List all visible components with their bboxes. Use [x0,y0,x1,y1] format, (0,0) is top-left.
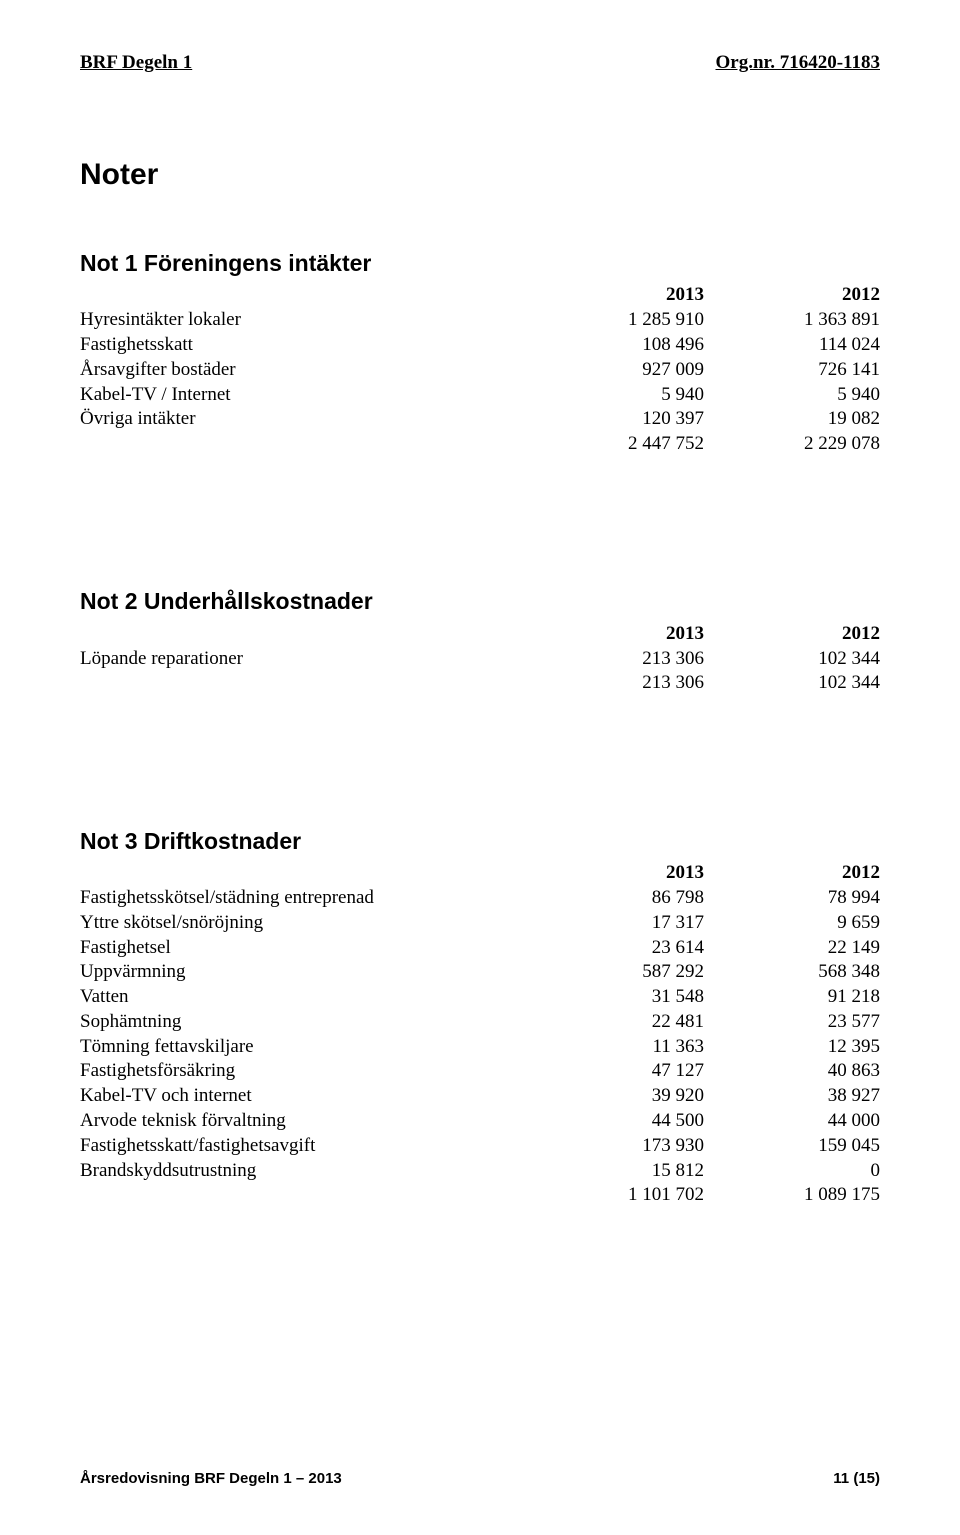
col-header: 2013 [528,861,704,886]
table-header-row: 2013 2012 [80,861,880,886]
table-row: Yttre skötsel/snöröjning17 3179 659 [80,910,880,935]
table-row: Fastighetsförsäkring47 12740 863 [80,1059,880,1084]
table-row: Hyresintäkter lokaler1 285 9101 363 891 [80,308,880,333]
header-right: Org.nr. 716420-1183 [716,52,881,74]
table-row: Vatten31 54891 218 [80,985,880,1010]
header-left: BRF Degeln 1 [80,52,192,74]
table-row: Kabel-TV / Internet5 9405 940 [80,382,880,407]
table-row: Fastighetsskatt108 496114 024 [80,333,880,358]
table-not1: 2013 2012 Hyresintäkter lokaler1 285 910… [80,283,880,456]
table-row: Brandskyddsutrustning15 8120 [80,1158,880,1183]
table-row: Övriga intäkter120 39719 082 [80,407,880,432]
table-total-row: 1 101 7021 089 175 [80,1183,880,1208]
table-not2: 2013 2012 Löpande reparationer213 306102… [80,621,880,695]
col-header: 2012 [704,283,880,308]
footer-right: 11 (15) [833,1470,880,1487]
table-total-row: 213 306102 344 [80,671,880,696]
section-title: Not 2 Underhållskostnader [80,588,880,615]
col-header: 2013 [528,283,704,308]
table-row: Sophämtning22 48123 577 [80,1010,880,1035]
table-total-row: 2 447 7522 229 078 [80,432,880,457]
table-row: Årsavgifter bostäder927 009726 141 [80,357,880,382]
table-not3: 2013 2012 Fastighetsskötsel/städning ent… [80,861,880,1208]
page-title: Noter [80,158,880,192]
footer-left: Årsredovisning BRF Degeln 1 – 2013 [80,1470,342,1487]
table-row: Fastighetsskötsel/städning entreprenad86… [80,886,880,911]
col-header: 2013 [528,621,704,646]
table-header-row: 2013 2012 [80,621,880,646]
section-title: Not 1 Föreningens intäkter [80,250,880,277]
table-row: Löpande reparationer213 306102 344 [80,646,880,671]
section-title: Not 3 Driftkostnader [80,828,880,855]
table-row: Tömning fettavskiljare11 36312 395 [80,1034,880,1059]
page-header: BRF Degeln 1 Org.nr. 716420-1183 [80,52,880,74]
table-header-row: 2013 2012 [80,283,880,308]
col-header: 2012 [704,621,880,646]
page-footer: Årsredovisning BRF Degeln 1 – 2013 11 (1… [80,1470,880,1487]
table-row: Kabel-TV och internet39 92038 927 [80,1084,880,1109]
table-row: Arvode teknisk förvaltning44 50044 000 [80,1109,880,1134]
table-row: Uppvärmning587 292568 348 [80,960,880,985]
table-row: Fastighetsskatt/fastighetsavgift173 9301… [80,1133,880,1158]
table-row: Fastighetsel23 61422 149 [80,935,880,960]
col-header: 2012 [704,861,880,886]
